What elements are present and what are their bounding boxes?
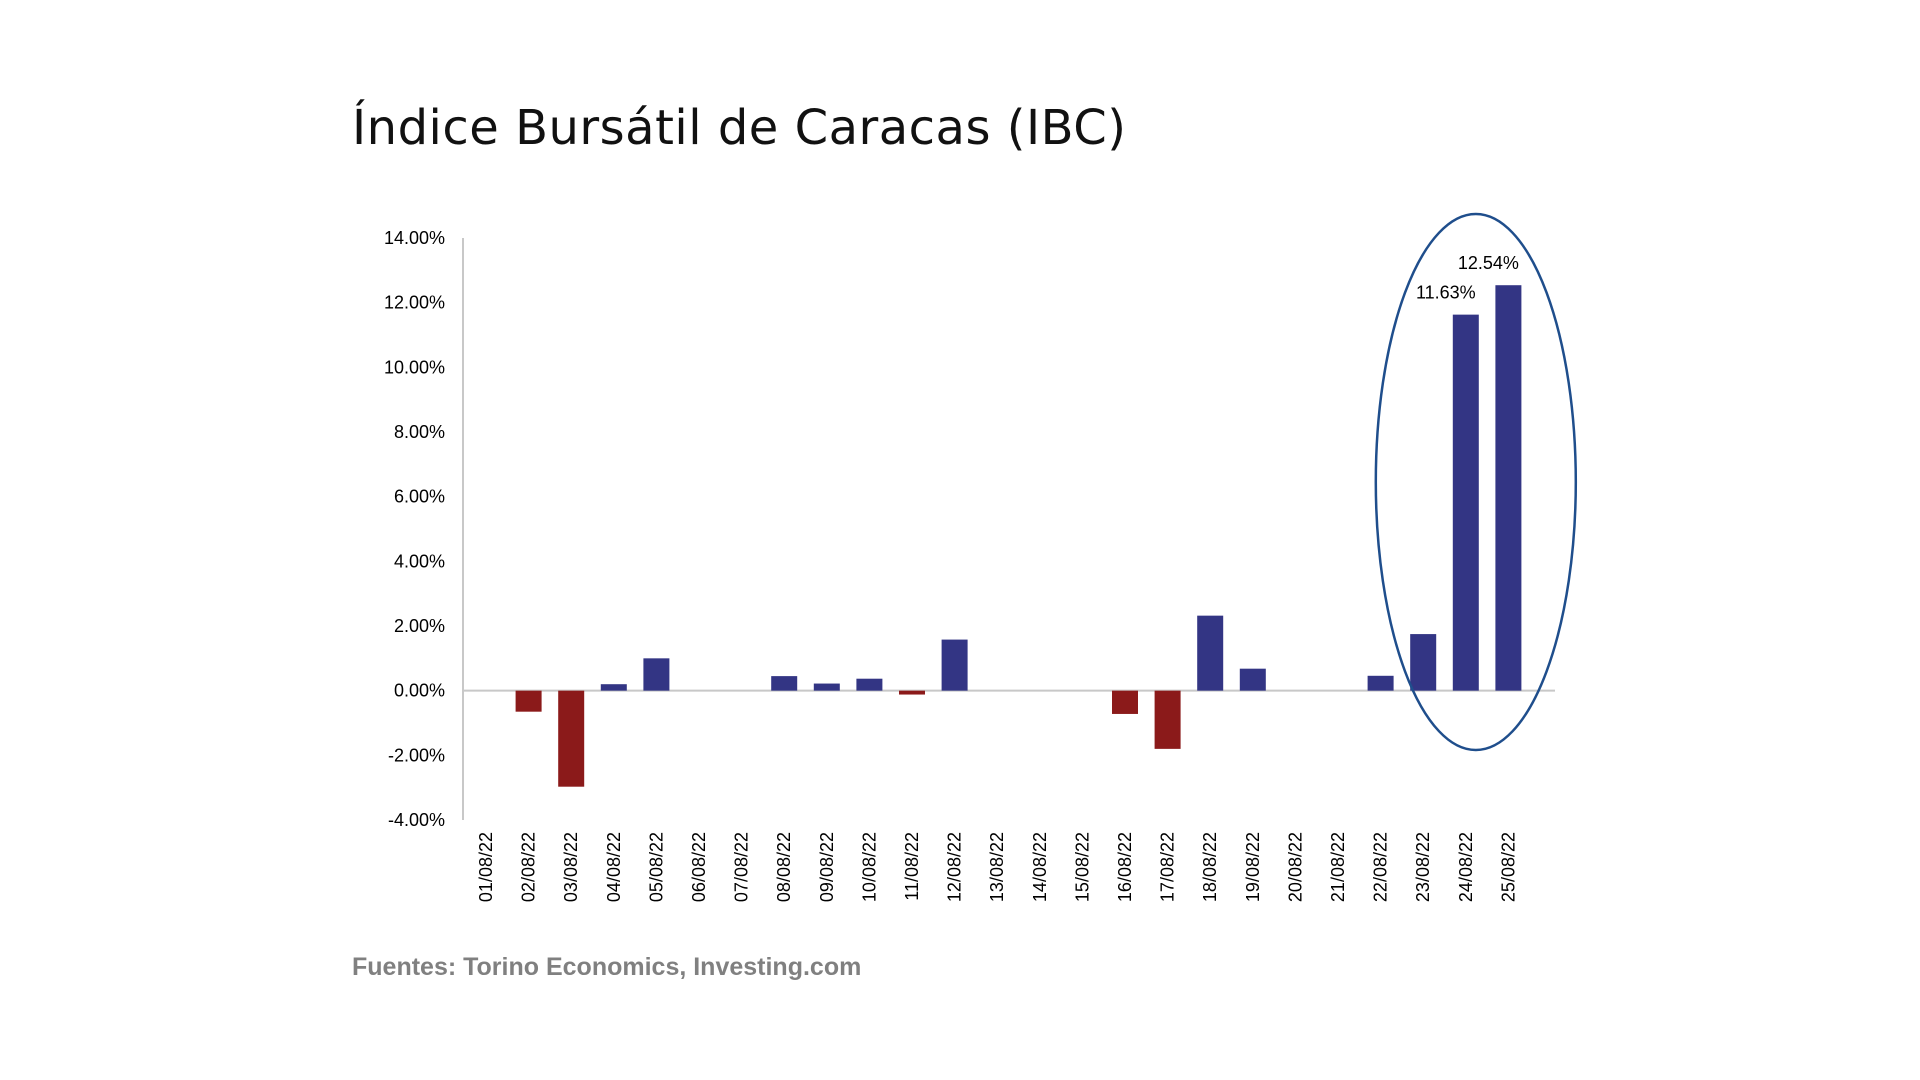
bar-18-08-22 [1197, 615, 1224, 691]
bar-08-08-22 [771, 676, 798, 691]
x-tick-label: 01/08/22 [476, 832, 496, 902]
x-tick-label: 02/08/22 [519, 832, 539, 902]
x-tick-label: 15/08/22 [1072, 832, 1092, 902]
x-tick-label: 20/08/22 [1285, 832, 1305, 902]
x-tick-label: 19/08/22 [1243, 832, 1263, 902]
x-tick-label: 22/08/22 [1371, 832, 1391, 902]
x-tick-label: 09/08/22 [817, 832, 837, 902]
x-tick-label: 16/08/22 [1115, 832, 1135, 902]
y-tick-label: 12.00% [384, 293, 445, 313]
y-tick-label: 14.00% [384, 228, 445, 248]
x-tick-label: 12/08/22 [945, 832, 965, 902]
data-label: 11.63% [1416, 283, 1476, 303]
bar-10-08-22 [856, 678, 883, 691]
bar-11-08-22 [899, 690, 925, 695]
y-tick-label: 4.00% [394, 551, 445, 571]
x-tick-label: 04/08/22 [604, 832, 624, 902]
x-tick-label: 24/08/22 [1456, 832, 1476, 902]
x-tick-label: 06/08/22 [689, 832, 709, 902]
y-tick-label: 0.00% [394, 681, 445, 701]
x-tick-label: 14/08/22 [1030, 832, 1050, 902]
x-tick-label: 25/08/22 [1498, 832, 1518, 902]
y-tick-label: -2.00% [388, 745, 445, 765]
bar-02-08-22 [515, 690, 542, 712]
source-note: Fuentes: Torino Economics, Investing.com [352, 953, 862, 981]
y-tick-label: -4.00% [388, 810, 445, 830]
x-tick-label: 05/08/22 [646, 832, 666, 902]
bar-05-08-22 [643, 658, 670, 691]
x-tick-label: 11/08/22 [902, 832, 922, 901]
x-tick-label: 07/08/22 [732, 832, 752, 902]
x-tick-label: 18/08/22 [1200, 832, 1220, 902]
highlight-ellipse [1374, 212, 1578, 752]
bar-03-08-22 [558, 690, 585, 787]
x-axis-ticks: 01/08/22 02/08/22 03/08/22 04/08/22 05/08/22… [476, 832, 1518, 902]
bar-04-08-22 [600, 684, 627, 691]
bar-24-08-22 [1452, 314, 1479, 691]
bar-23-08-22 [1410, 634, 1437, 691]
y-tick-label: 8.00% [394, 422, 445, 442]
chart-title: Índice Bursátil de Caracas (IBC) [352, 100, 1127, 156]
y-tick-label: 2.00% [394, 616, 445, 636]
bar-17-08-22 [1154, 690, 1181, 749]
bar-22-08-22 [1367, 675, 1394, 691]
x-tick-label: 03/08/22 [561, 832, 581, 902]
y-tick-label: 10.00% [384, 357, 445, 377]
data-labels: 11.63% 12.54% [1416, 253, 1519, 302]
bar-25-08-22 [1495, 285, 1522, 691]
x-tick-label: 17/08/22 [1158, 832, 1178, 902]
x-tick-label: 13/08/22 [987, 832, 1007, 902]
bar-16-08-22 [1112, 690, 1138, 714]
bars [515, 285, 1522, 787]
x-tick-label: 10/08/22 [859, 832, 879, 902]
x-tick-label: 23/08/22 [1413, 832, 1433, 902]
bar-12-08-22 [941, 639, 968, 691]
x-tick-label: 08/08/22 [774, 832, 794, 902]
data-label: 12.54% [1458, 253, 1519, 273]
y-axis-ticks: -4.00% -2.00% 0.00% 2.00% 4.00% 6.00% 8.00% 10.… [384, 228, 445, 830]
y-tick-label: 6.00% [394, 487, 445, 507]
bar-19-08-22 [1239, 668, 1266, 691]
bar-09-08-22 [813, 683, 840, 691]
x-tick-label: 21/08/22 [1328, 832, 1348, 902]
